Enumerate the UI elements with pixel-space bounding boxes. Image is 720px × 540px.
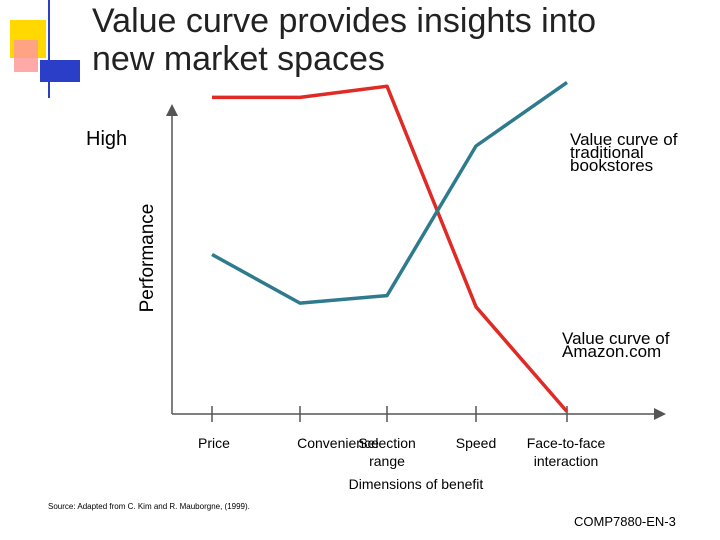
blue-square	[40, 60, 80, 82]
x-axis-label: Dimensions of benefit	[349, 476, 484, 492]
series-labels: Value curve of traditional bookstores Value…	[562, 130, 678, 361]
series-line-0	[212, 84, 569, 413]
series-label-1: Value curve of Amazon.com	[562, 329, 670, 361]
x-ticks	[211, 406, 568, 422]
y-tick-label-high: High	[86, 128, 127, 150]
x-tick-label-2: Selection range	[358, 435, 416, 469]
slide-title: Value curve provides insights into new m…	[92, 2, 596, 78]
source-note: Source: Adapted from C. Kim and R. Maubo…	[48, 502, 250, 511]
series-label-0: Value curve of traditional bookstores	[570, 130, 678, 175]
x-tick-label-3: Speed	[456, 435, 496, 451]
x-tick-label-4: Face-to-face interaction	[527, 435, 606, 469]
vertical-divider-line	[48, 0, 50, 98]
x-tick-label-1: Convenience	[297, 435, 379, 451]
series-lines	[211, 80, 569, 413]
series-line-1	[211, 80, 569, 305]
slide-code: COMP7880-EN-3	[574, 514, 676, 529]
x-tick-label-0: Price	[198, 435, 230, 451]
y-axis-label: Performance	[137, 204, 158, 313]
pink-square	[14, 40, 38, 72]
